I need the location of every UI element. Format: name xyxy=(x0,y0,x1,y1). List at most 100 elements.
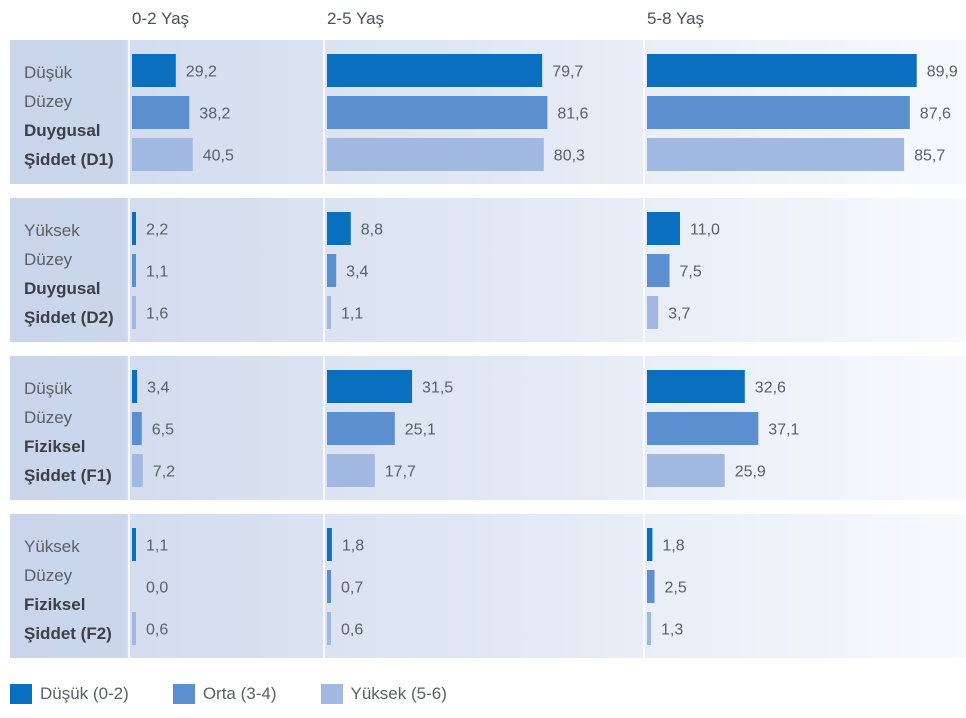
bar-value-label: 0,0 xyxy=(146,580,168,597)
group-label-2-line-1: Yüksek xyxy=(24,221,80,240)
group-label-1-line-4: Şiddet (D1) xyxy=(24,150,114,169)
bar xyxy=(327,370,413,403)
bar-value-label: 7,2 xyxy=(153,464,175,481)
bar-value-label: 8,8 xyxy=(361,222,383,239)
group-label-1-line-1: Düşük xyxy=(24,63,73,82)
group-label-3-line-1: Düşük xyxy=(24,379,73,398)
bar-value-label: 2,5 xyxy=(665,580,687,597)
bar xyxy=(647,612,651,645)
bar-value-label: 3,4 xyxy=(147,380,169,397)
bar xyxy=(647,570,655,603)
group-label-4-line-4: Şiddet (F2) xyxy=(24,624,112,643)
bar-value-label: 81,6 xyxy=(557,106,588,123)
bar xyxy=(327,54,543,87)
bar xyxy=(132,296,136,329)
bar-value-label: 3,7 xyxy=(668,306,690,323)
bar-value-label: 1,1 xyxy=(146,264,168,281)
bar-value-label: 37,1 xyxy=(768,422,799,439)
bar-chart: 0-2 Yaş 2-5 Yaş 5-8 Yaş Düşük Düzey Duygusal Ş… xyxy=(10,9,966,658)
group-label-4-line-3: Fiziksel xyxy=(24,595,85,614)
bar xyxy=(327,612,331,645)
legend: Düşük (0-2) Orta (3-4) Yüksek (5-6) xyxy=(10,684,447,704)
group-label-2-line-4: Şiddet (D2) xyxy=(24,308,114,327)
bar xyxy=(647,454,725,487)
group-label-1-line-2: Düzey xyxy=(24,92,73,111)
legend-item-high: Yüksek (5-6) xyxy=(320,684,447,704)
bar-value-label: 0,7 xyxy=(341,580,363,597)
bar-value-label: 80,3 xyxy=(554,148,585,165)
legend-swatch-medium xyxy=(172,684,195,704)
bar xyxy=(132,96,190,129)
group-label-1-line-3: Duygusal xyxy=(24,121,101,140)
bar xyxy=(132,454,143,487)
bar xyxy=(327,96,548,129)
column-title-1: 0-2 Yaş xyxy=(132,9,189,28)
bar xyxy=(132,412,142,445)
bar xyxy=(132,528,136,561)
bar xyxy=(647,54,917,87)
group-panel-2 xyxy=(10,198,966,342)
bar-value-label: 0,6 xyxy=(146,622,168,639)
bar-value-label: 32,6 xyxy=(755,380,786,397)
group-label-3-line-2: Düzey xyxy=(24,408,73,427)
group-label-3-line-4: Şiddet (F1) xyxy=(24,466,112,485)
bar xyxy=(327,570,331,603)
group-panel-3 xyxy=(10,356,966,500)
group-label-2-line-3: Duygusal xyxy=(24,279,101,298)
bar xyxy=(327,212,351,245)
bar xyxy=(647,138,905,171)
bar-value-label: 0,6 xyxy=(341,622,363,639)
bar xyxy=(647,370,745,403)
bar xyxy=(327,138,544,171)
bar-value-label: 7,5 xyxy=(680,264,702,281)
bar xyxy=(327,254,337,287)
bar-value-label: 29,2 xyxy=(186,64,217,81)
bar-value-label: 1,1 xyxy=(146,538,168,555)
group-label-panel-3 xyxy=(10,356,126,500)
bar xyxy=(132,54,176,87)
bar xyxy=(132,254,136,287)
bar-value-label: 11,0 xyxy=(690,222,720,239)
bar xyxy=(647,528,653,561)
group-label-3-line-3: Fiziksel xyxy=(24,437,85,456)
bar-value-label: 3,4 xyxy=(346,264,368,281)
bar-value-label: 6,5 xyxy=(152,422,174,439)
legend-item-low: Düşük (0-2) xyxy=(10,684,129,704)
bar xyxy=(132,138,193,171)
bar xyxy=(327,454,375,487)
bar-value-label: 1,8 xyxy=(662,538,684,555)
bar-value-label: 38,2 xyxy=(199,106,230,123)
bar xyxy=(647,412,759,445)
group-label-4-line-1: Yüksek xyxy=(24,537,80,556)
bar xyxy=(327,412,395,445)
bar-value-label: 25,9 xyxy=(735,464,766,481)
group-label-panel-2 xyxy=(10,198,126,342)
bar-value-label: 85,7 xyxy=(914,148,945,165)
legend-item-medium: Orta (3-4) xyxy=(172,684,277,704)
bar-value-label: 87,6 xyxy=(920,106,951,123)
column-title-3: 5-8 Yaş xyxy=(647,9,704,28)
bar xyxy=(647,96,910,129)
bar-value-label: 1,1 xyxy=(341,306,363,323)
column-title-2: 2-5 Yaş xyxy=(327,9,384,28)
bar-value-label: 25,1 xyxy=(405,422,436,439)
legend-swatch-low xyxy=(10,684,32,704)
bar-value-label: 1,8 xyxy=(342,538,364,555)
bar xyxy=(327,296,331,329)
legend-swatch-high xyxy=(320,684,343,704)
bar-value-label: 17,7 xyxy=(385,464,416,481)
bar-value-label: 1,3 xyxy=(661,622,683,639)
legend-label-high: Yüksek (5-6) xyxy=(350,684,447,703)
bar-value-label: 89,9 xyxy=(927,64,958,81)
bar-value-label: 79,7 xyxy=(552,64,583,81)
group-label-panel-1 xyxy=(10,40,126,184)
bar-value-label: 2,2 xyxy=(146,222,168,239)
group-panel-4 xyxy=(10,514,966,658)
bar-value-label: 40,5 xyxy=(203,148,234,165)
bar xyxy=(327,528,332,561)
bar xyxy=(647,254,670,287)
group-label-panel-4 xyxy=(10,514,126,658)
bar xyxy=(132,212,136,245)
legend-label-low: Düşük (0-2) xyxy=(40,684,129,703)
bar xyxy=(647,296,659,329)
